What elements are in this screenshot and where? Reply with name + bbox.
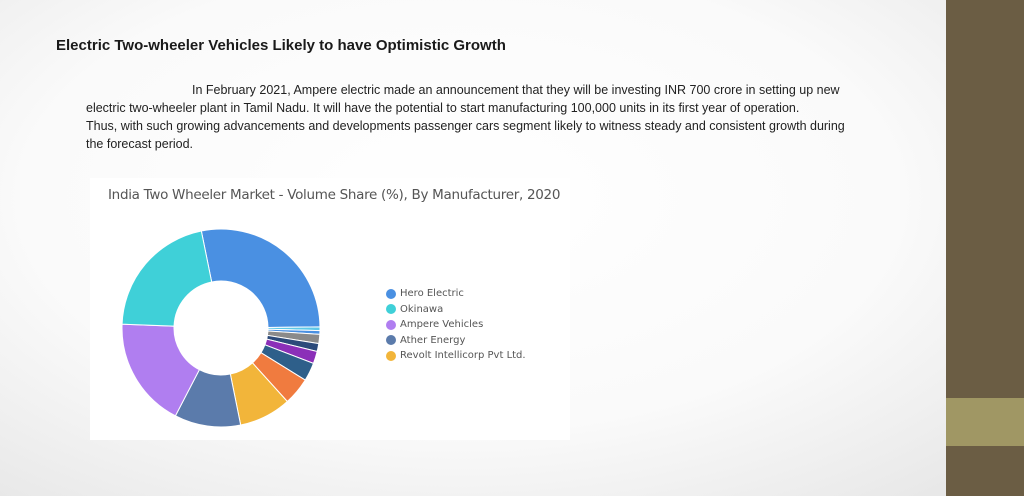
legend-swatch: [386, 335, 396, 346]
pie-slice-0: [200, 228, 321, 328]
slide-title: Electric Two-wheeler Vehicles Likely to …: [56, 37, 506, 54]
legend-swatch: [386, 304, 396, 315]
legend-label: Ampere Vehicles: [400, 319, 484, 331]
legend-item: Revolt Intellicorp Pvt Ltd.: [386, 348, 526, 364]
legend-swatch: [386, 319, 396, 330]
legend-item: Ather Energy: [386, 333, 526, 349]
legend-swatch: [386, 350, 396, 361]
legend-label: Ather Energy: [400, 334, 466, 346]
legend-label: Revolt Intellicorp Pvt Ltd.: [400, 350, 526, 362]
chart-title: India Two Wheeler Market - Volume Share …: [108, 187, 561, 203]
chart-legend: Hero Electric Okinawa Ampere Vehicles Ather…: [386, 286, 526, 364]
legend-label: Hero Electric: [400, 288, 464, 300]
donut-chart: [121, 228, 321, 428]
legend-swatch: [386, 288, 396, 299]
sidebar-accent-block: [946, 398, 1024, 446]
legend-item: Ampere Vehicles: [386, 317, 526, 333]
legend-label: Okinawa: [400, 303, 444, 315]
paragraph-announcement: In February 2021, Ampere electric made a…: [86, 83, 840, 115]
paragraph-growth: Thus, with such growing advancements and…: [86, 119, 845, 151]
slide-body: In February 2021, Ampere electric made a…: [86, 81, 846, 153]
pie-slice-11: [121, 230, 213, 327]
chart-card: India Two Wheeler Market - Volume Share …: [90, 178, 570, 440]
legend-item: Hero Electric: [386, 286, 526, 302]
legend-item: Okinawa: [386, 302, 526, 318]
